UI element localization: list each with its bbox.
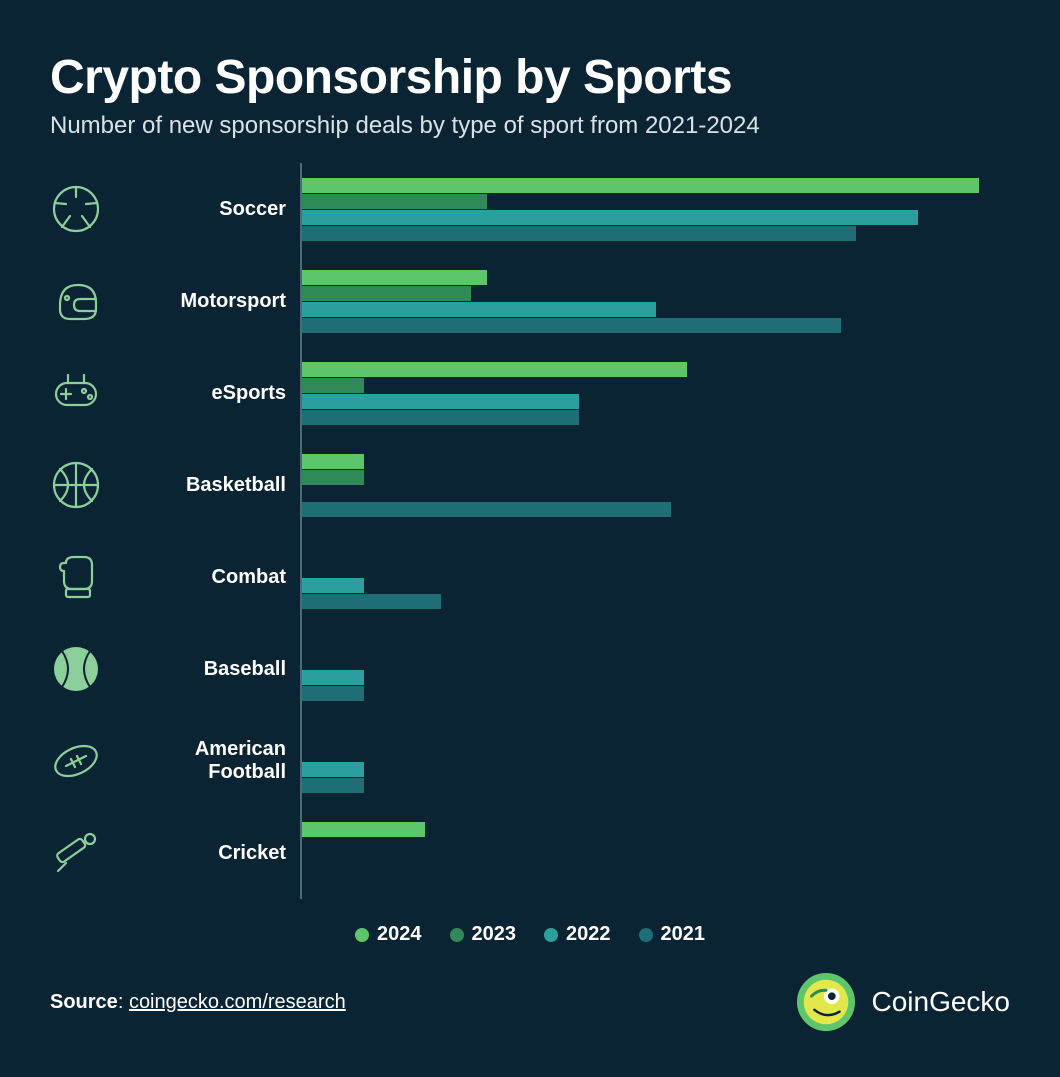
legend-label: 2024 bbox=[377, 923, 422, 946]
bar-2021 bbox=[302, 226, 856, 241]
gamepad-icon bbox=[50, 367, 120, 419]
bar-2022 bbox=[302, 670, 364, 685]
bars-group bbox=[300, 163, 1010, 255]
chart-row: Motorsport bbox=[50, 255, 1010, 347]
source-link[interactable]: coingecko.com/research bbox=[129, 991, 346, 1013]
bar-2021 bbox=[302, 686, 364, 701]
bar-2021 bbox=[302, 502, 671, 517]
bar-2024 bbox=[302, 178, 979, 193]
brand-name: CoinGecko bbox=[871, 986, 1010, 1018]
category-label: eSports bbox=[120, 382, 300, 405]
chart-row: Cricket bbox=[50, 807, 1010, 899]
bar-2024 bbox=[302, 822, 425, 837]
legend-dot-icon bbox=[544, 928, 558, 942]
bar-2021 bbox=[302, 594, 441, 609]
bar-2023 bbox=[302, 378, 364, 393]
cricket-icon bbox=[50, 827, 120, 879]
coingecko-logo-icon bbox=[795, 971, 857, 1033]
bar-2023 bbox=[302, 194, 487, 209]
bar-2024 bbox=[302, 270, 487, 285]
bar-2023 bbox=[302, 470, 364, 485]
bars-group bbox=[300, 531, 1010, 623]
bars-group bbox=[300, 807, 1010, 899]
legend-item-2022: 2022 bbox=[544, 923, 611, 946]
category-label: Combat bbox=[120, 566, 300, 589]
category-label: Soccer bbox=[120, 198, 300, 221]
bar-2022 bbox=[302, 210, 918, 225]
bar-2021 bbox=[302, 318, 841, 333]
brand: CoinGecko bbox=[795, 971, 1010, 1033]
bars-group bbox=[300, 439, 1010, 531]
category-label: Cricket bbox=[120, 842, 300, 865]
legend-dot-icon bbox=[450, 928, 464, 942]
bar-2023 bbox=[302, 286, 471, 301]
legend-label: 2021 bbox=[661, 923, 706, 946]
baseball-icon bbox=[50, 643, 120, 695]
helmet-icon bbox=[50, 275, 120, 327]
page-subtitle: Number of new sponsorship deals by type … bbox=[50, 111, 1010, 141]
bars-group bbox=[300, 623, 1010, 715]
category-label: Basketball bbox=[120, 474, 300, 497]
category-label: Baseball bbox=[120, 658, 300, 681]
football-icon bbox=[50, 735, 120, 787]
glove-icon bbox=[50, 551, 120, 603]
bar-2022 bbox=[302, 394, 579, 409]
chart-row: Baseball bbox=[50, 623, 1010, 715]
category-label: Motorsport bbox=[120, 290, 300, 313]
footer: Source: coingecko.com/research CoinGecko bbox=[50, 971, 1010, 1033]
legend-item-2023: 2023 bbox=[450, 923, 517, 946]
bar-2022 bbox=[302, 578, 364, 593]
legend-dot-icon bbox=[355, 928, 369, 942]
source-label: Source bbox=[50, 991, 118, 1013]
category-label: American Football bbox=[120, 738, 300, 784]
soccer-icon bbox=[50, 183, 120, 235]
legend-label: 2022 bbox=[566, 923, 611, 946]
chart-row: eSports bbox=[50, 347, 1010, 439]
bar-2021 bbox=[302, 778, 364, 793]
legend-item-2024: 2024 bbox=[355, 923, 422, 946]
bar-2022 bbox=[302, 302, 656, 317]
legend-dot-icon bbox=[639, 928, 653, 942]
basketball-icon bbox=[50, 459, 120, 511]
bars-group bbox=[300, 347, 1010, 439]
source-line: Source: coingecko.com/research bbox=[50, 991, 346, 1014]
chart-legend: 2024 2023 2022 2021 bbox=[50, 923, 1010, 946]
bar-2024 bbox=[302, 454, 364, 469]
chart-row: Soccer bbox=[50, 163, 1010, 255]
legend-item-2021: 2021 bbox=[639, 923, 706, 946]
legend-label: 2023 bbox=[472, 923, 517, 946]
bars-group bbox=[300, 715, 1010, 807]
chart-row: American Football bbox=[50, 715, 1010, 807]
bar-2024 bbox=[302, 362, 687, 377]
page-title: Crypto Sponsorship by Sports bbox=[50, 50, 1010, 105]
chart-row: Basketball bbox=[50, 439, 1010, 531]
bar-2022 bbox=[302, 762, 364, 777]
bars-group bbox=[300, 255, 1010, 347]
sponsorship-bar-chart: Soccer Motorsport eSports Basketball Combat B… bbox=[50, 163, 1010, 899]
bar-2021 bbox=[302, 410, 579, 425]
chart-row: Combat bbox=[50, 531, 1010, 623]
